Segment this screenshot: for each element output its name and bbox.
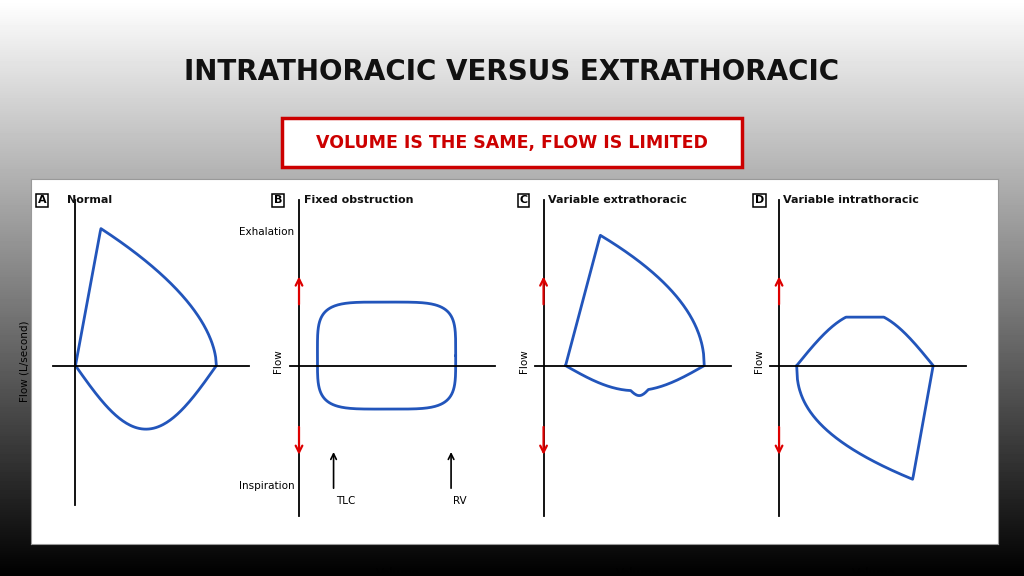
Text: Fixed obstruction: Fixed obstruction xyxy=(303,195,413,205)
Text: Flow: Flow xyxy=(273,350,284,373)
Text: B: B xyxy=(273,195,282,205)
Text: INTRATHORACIC VERSUS EXTRATHORACIC: INTRATHORACIC VERSUS EXTRATHORACIC xyxy=(184,58,840,86)
Text: Flow: Flow xyxy=(519,350,528,373)
Text: A: A xyxy=(38,195,47,205)
Text: Flow (L/second): Flow (L/second) xyxy=(19,321,30,402)
Text: TLC: TLC xyxy=(336,496,355,506)
Text: Volume: Volume xyxy=(616,567,660,576)
Text: RV: RV xyxy=(454,496,467,506)
Text: D: D xyxy=(755,195,764,205)
Text: C: C xyxy=(519,195,527,205)
Text: Volume: Volume xyxy=(376,567,420,576)
Text: Volume: Volume xyxy=(852,567,896,576)
Text: Exhalation: Exhalation xyxy=(240,227,295,237)
Text: Inspiration: Inspiration xyxy=(239,481,295,491)
Text: Normal: Normal xyxy=(67,195,112,205)
Text: Variable extrathoracic: Variable extrathoracic xyxy=(548,195,687,205)
Text: VOLUME IS THE SAME, FLOW IS LIMITED: VOLUME IS THE SAME, FLOW IS LIMITED xyxy=(316,134,708,151)
Text: Flow: Flow xyxy=(755,350,764,373)
Text: Variable intrathoracic: Variable intrathoracic xyxy=(783,195,920,205)
